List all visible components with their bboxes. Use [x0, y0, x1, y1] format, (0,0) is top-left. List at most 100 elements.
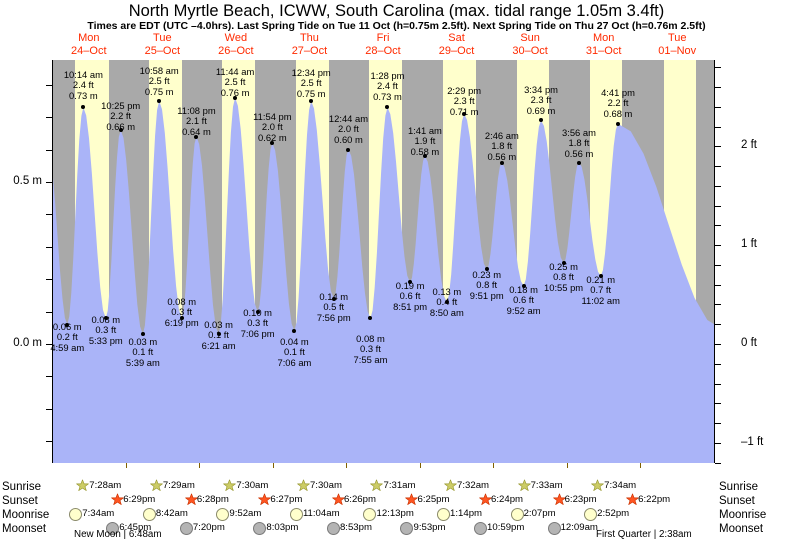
moonset-time-5: 9:53pm	[413, 522, 446, 533]
high-tide-label-1-line1: 10:14 am	[63, 69, 103, 80]
high-tide-label-5-line2: 2.5 ft	[224, 76, 246, 88]
day-header-1: Mon 24–Oct	[52, 32, 126, 58]
row-label-moonset-left: Moonset	[2, 523, 47, 535]
high-tide-label-9-line3: 0.73 m	[373, 90, 402, 102]
moonrise-icon-6	[437, 508, 451, 521]
low-tide-label-9-line3: 7:55 am	[353, 353, 388, 365]
right-tick	[715, 265, 721, 266]
day-boundary-tick	[567, 463, 568, 468]
day-header-8: Mon 31–Oct	[567, 32, 641, 58]
high-tide-label-12: 2:46 am 1.8 ft 0.56 m	[457, 130, 547, 162]
low-tide-dot-10	[408, 280, 413, 285]
day-of-week: Thu	[299, 32, 319, 44]
low-tide-label-15-line2: 0.7 ft	[590, 284, 612, 296]
sunrise-star-icon-1	[76, 479, 90, 492]
moonrise-icon-4	[289, 508, 303, 521]
day-of-week: Sun	[520, 32, 540, 44]
low-tide-label-5-line1: 0.03 m	[204, 319, 233, 330]
low-tide-label-9-line1: 0.08 m	[356, 333, 385, 344]
page-subtitle: Times are EDT (UTC –4.0hrs). Last Spring…	[87, 20, 706, 32]
low-tide-label-3-line1: 0.03 m	[128, 336, 158, 347]
low-tide-label-8-line3: 7:56 pm	[316, 311, 351, 323]
day-date: 24–Oct	[71, 45, 107, 57]
day-of-week: Mon	[78, 32, 100, 44]
day-of-week: Mon	[592, 32, 615, 44]
day-header-7: Sun 30–Oct	[493, 32, 567, 58]
sunset-time-6: 6:24pm	[491, 494, 524, 505]
right-tick	[715, 87, 721, 88]
left-tick	[46, 182, 52, 183]
moonset-icon-4	[326, 522, 340, 535]
tide-water-fill	[52, 97, 714, 463]
left-tick	[46, 312, 52, 313]
low-tide-dot-7	[292, 329, 297, 334]
low-tide-label-11-line3: 8:50 am	[429, 306, 464, 318]
right-tick	[715, 384, 721, 385]
sunset-star-icon-4	[332, 493, 345, 506]
low-tide-label-12: 0.23 m 0.8 ft 9:51 pm	[442, 269, 532, 301]
low-tide-label-4: 0.08 m 0.3 ft 6:19 pm	[137, 296, 227, 328]
right-axis-label-2: 0 ft	[741, 337, 757, 349]
right-tick	[715, 364, 721, 365]
moonrise-time-3: 9:52am	[229, 508, 262, 519]
low-tide-label-3: 0.03 m 0.1 ft 5:39 am	[98, 336, 188, 368]
sunrise-time-6: 7:32am	[457, 480, 490, 491]
day-date: 31–Oct	[585, 45, 622, 57]
low-tide-label-7-line1: 0.04 m	[280, 336, 309, 347]
moonrise-icon-8	[584, 508, 598, 521]
day-of-week: Tue	[153, 32, 172, 44]
high-tide-label-5: 11:44 am 2.5 ft 0.76 m	[190, 66, 280, 98]
day-boundary-tick	[640, 463, 641, 468]
high-tide-label-14-line2: 1.8 ft	[568, 137, 590, 149]
low-tide-label-15-line3: 11:02 am	[581, 294, 620, 306]
right-tick	[715, 304, 721, 305]
high-tide-label-10-line3: 0.58 m	[410, 145, 440, 157]
left-tick	[46, 376, 52, 377]
sunrise-time-1: 7:28am	[89, 480, 122, 491]
left-tick	[46, 409, 52, 410]
right-axis-label-0: 2 ft	[741, 139, 757, 152]
right-tick	[715, 245, 721, 246]
row-label-moonset-right: Moonset	[719, 523, 764, 535]
right-axis-line	[714, 60, 715, 463]
moonrise-time-6: 1:14pm	[450, 508, 483, 519]
high-tide-label-8-line1: 12:44 am	[328, 113, 369, 124]
moonset-icon-6	[474, 522, 488, 535]
moon-phase-name-1: New Moon	[74, 529, 121, 540]
left-tick	[46, 117, 52, 118]
low-tide-label-10-line2: 0.6 ft	[399, 290, 421, 302]
day-of-week: Tue	[667, 32, 687, 44]
low-tide-dot-1	[65, 322, 70, 327]
day-date: 26–Oct	[218, 45, 254, 57]
row-label-sunrise-left: Sunrise	[2, 481, 41, 493]
low-tide-label-4-line3: 6:19 pm	[164, 316, 199, 328]
high-tide-dot-2	[118, 128, 123, 133]
moonrise-time-5: 12:13pm	[376, 508, 414, 519]
high-tide-label-4-line2: 2.1 ft	[186, 115, 207, 127]
high-tide-label-13-line1: 3:34 pm	[524, 84, 558, 95]
day-date: 29–Oct	[438, 45, 475, 57]
right-tick	[715, 166, 721, 167]
moon-phase-time-1: 6:48am	[128, 529, 162, 540]
day-of-week: Sat	[448, 32, 465, 44]
day-boundary-tick	[346, 463, 347, 468]
sunset-star-icon-3	[258, 493, 272, 506]
moonset-icon-1	[106, 522, 120, 535]
high-tide-dot-14	[576, 160, 581, 165]
high-tide-label-10-line2: 1.9 ft	[414, 135, 436, 147]
low-tide-dot-5	[216, 332, 221, 337]
high-tide-label-3-line3: 0.75 m	[144, 85, 174, 97]
moonrise-icon-2	[142, 508, 156, 521]
low-tide-label-13-line1: 0.18 m	[509, 284, 538, 295]
moonset-time-2: 7:20pm	[192, 522, 225, 533]
low-tide-dot-2	[103, 316, 108, 321]
tide-curve-graphic	[52, 97, 714, 463]
day-header-3: Wed 26–Oct	[199, 32, 273, 58]
high-tide-label-11-line2: 2.3 ft	[453, 95, 475, 107]
moonset-time-3: 8:03pm	[266, 522, 299, 533]
high-tide-label-4-line1: 11:08 pm	[177, 105, 216, 116]
low-tide-label-1-line2: 0.2 ft	[56, 331, 78, 343]
low-tide-label-15-line1: 0.21 m	[586, 274, 616, 285]
day-boundary-tick	[273, 463, 274, 468]
